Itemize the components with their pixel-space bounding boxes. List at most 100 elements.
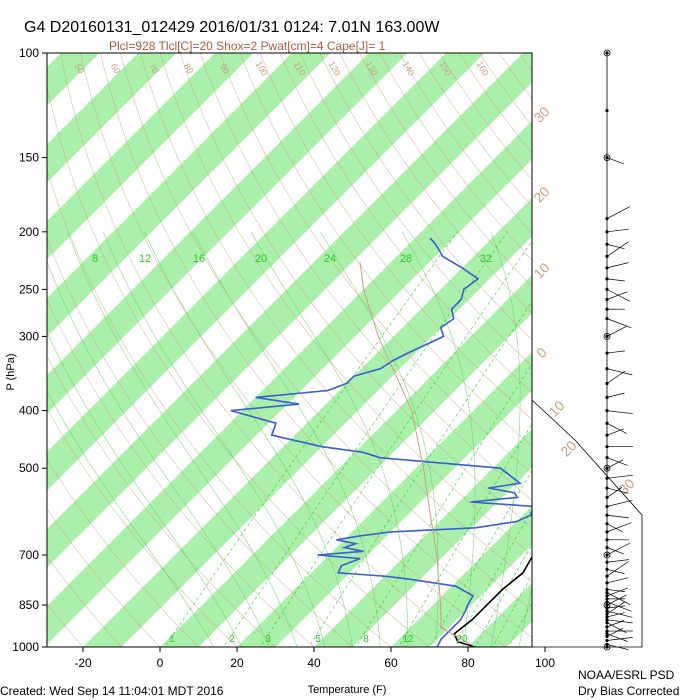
temperature-band bbox=[237, 352, 532, 647]
wind-barb bbox=[606, 587, 628, 597]
wind-barb bbox=[606, 318, 632, 329]
theta-label: 30 bbox=[530, 103, 552, 125]
wind-barb bbox=[606, 561, 629, 577]
wind-barb bbox=[606, 428, 624, 436]
barb-dot bbox=[605, 645, 609, 649]
moist-adiabat bbox=[518, 585, 532, 647]
moist-adiabat bbox=[47, 331, 242, 647]
y-tick-label: 200 bbox=[19, 225, 39, 239]
footer-org: NOAA/ESRL PSD bbox=[578, 668, 675, 682]
temperature-band bbox=[47, 53, 100, 106]
dry-adiabat-label: 50 bbox=[73, 62, 87, 76]
wind-barb bbox=[606, 410, 633, 415]
chart-title: G4 D20160131_012429 2016/01/31 0124: 7.0… bbox=[24, 19, 440, 36]
dry-adiabat bbox=[199, 53, 532, 501]
wind-barb bbox=[606, 610, 633, 618]
dry-adiabat bbox=[239, 53, 532, 447]
wind-barb bbox=[606, 592, 631, 605]
dry-adiabat-label: 60 bbox=[109, 62, 123, 76]
profile-lines bbox=[230, 237, 532, 647]
mixing-ratio-top-label: 28 bbox=[400, 253, 412, 265]
wind-barb bbox=[606, 392, 625, 398]
dry-adiabat bbox=[47, 408, 238, 647]
barb-calm-circle bbox=[603, 49, 611, 57]
dry-adiabat bbox=[539, 53, 700, 660]
wind-barb bbox=[606, 228, 629, 233]
mixing-ratio-top-label: 32 bbox=[480, 253, 492, 265]
dry-adiabat bbox=[47, 84, 430, 647]
wind-barb bbox=[606, 325, 627, 337]
wind-barb bbox=[606, 514, 629, 519]
moist-adiabat bbox=[67, 231, 298, 647]
dry-adiabat-label: 70 bbox=[147, 62, 161, 76]
y-tick-label: 850 bbox=[19, 598, 39, 612]
dry-adiabat bbox=[47, 355, 276, 647]
mixing-ratio-bottom-label: 1 bbox=[169, 634, 175, 645]
dewpoint-line bbox=[230, 237, 532, 647]
theta-label: 20 bbox=[530, 183, 552, 205]
wind-barb bbox=[606, 262, 629, 269]
dry-adiabat-label: 100 bbox=[254, 59, 270, 77]
wind-barb bbox=[606, 457, 628, 466]
wind-barb bbox=[606, 589, 625, 592]
dry-adiabat bbox=[339, 53, 532, 314]
temperature-line bbox=[453, 555, 532, 647]
mixing-ratio-line bbox=[429, 470, 532, 647]
mixing-ratio-line bbox=[492, 573, 532, 647]
y-tick-label: 300 bbox=[19, 329, 39, 343]
dry-adiabat bbox=[619, 53, 700, 660]
wind-barb bbox=[606, 289, 631, 302]
barb-calm-circle bbox=[603, 601, 611, 609]
wind-barb bbox=[606, 422, 627, 434]
moist-adiabat bbox=[192, 231, 381, 647]
mixing-ratio-top-label: 16 bbox=[193, 253, 205, 265]
temperature-band bbox=[47, 121, 532, 645]
mixing-ratio-top-label: 12 bbox=[139, 253, 151, 265]
parcel-line bbox=[359, 262, 476, 647]
mixing-ratio-top-label: 24 bbox=[324, 253, 336, 265]
barb-dot bbox=[605, 530, 609, 534]
wind-barb bbox=[606, 291, 628, 300]
wind-barb bbox=[606, 644, 629, 650]
barb-calm-circle bbox=[603, 154, 611, 161]
temperature-band bbox=[47, 53, 177, 183]
wind-barb bbox=[606, 241, 629, 257]
wind-barb bbox=[606, 350, 625, 354]
barb-dot bbox=[605, 553, 609, 557]
dry-adiabat bbox=[60, 53, 469, 647]
mixing-ratio-line bbox=[260, 240, 532, 647]
dry-adiabat bbox=[47, 298, 315, 647]
dry-adiabat bbox=[279, 53, 532, 394]
pressure-axis: 100 150 200 250 300 400 500 700 850 1000 bbox=[12, 46, 47, 654]
dry-adiabat-label: 120 bbox=[327, 59, 343, 77]
wind-barb bbox=[606, 368, 633, 376]
moist-adiabat bbox=[102, 231, 326, 647]
dry-adiabat-label: 80 bbox=[182, 62, 196, 76]
dry-adiabat-label: 140 bbox=[401, 59, 417, 77]
dry-adiabat bbox=[639, 53, 700, 660]
wind-barb bbox=[606, 499, 633, 507]
moist-adiabat bbox=[547, 232, 642, 647]
y-tick-label: 1000 bbox=[12, 640, 39, 654]
dry-adiabat bbox=[47, 459, 199, 647]
mixing-ratio-bottom-label: 12 bbox=[402, 634, 414, 645]
dry-adiabat bbox=[47, 603, 84, 647]
dry-adiabat-label: 160 bbox=[475, 59, 491, 77]
dry-adiabat bbox=[219, 53, 532, 474]
dry-adiabat bbox=[139, 53, 532, 583]
wind-barb bbox=[606, 542, 631, 556]
x-tick-label: 40 bbox=[307, 656, 321, 670]
wind-barb bbox=[606, 278, 625, 282]
x-tick-label: -20 bbox=[74, 656, 92, 670]
dry-adiabat bbox=[259, 53, 532, 420]
barb-dot bbox=[605, 615, 609, 619]
plot-frame bbox=[46, 52, 533, 648]
wind-barb bbox=[606, 522, 632, 533]
dry-adiabat-label: 90 bbox=[218, 62, 232, 76]
y-axis-title: P (hPa) bbox=[5, 353, 17, 390]
temperature-band bbox=[83, 198, 532, 647]
mixing-ratio-line bbox=[355, 363, 532, 647]
wind-barb bbox=[606, 487, 623, 498]
mixing-ratio-line bbox=[398, 423, 532, 647]
